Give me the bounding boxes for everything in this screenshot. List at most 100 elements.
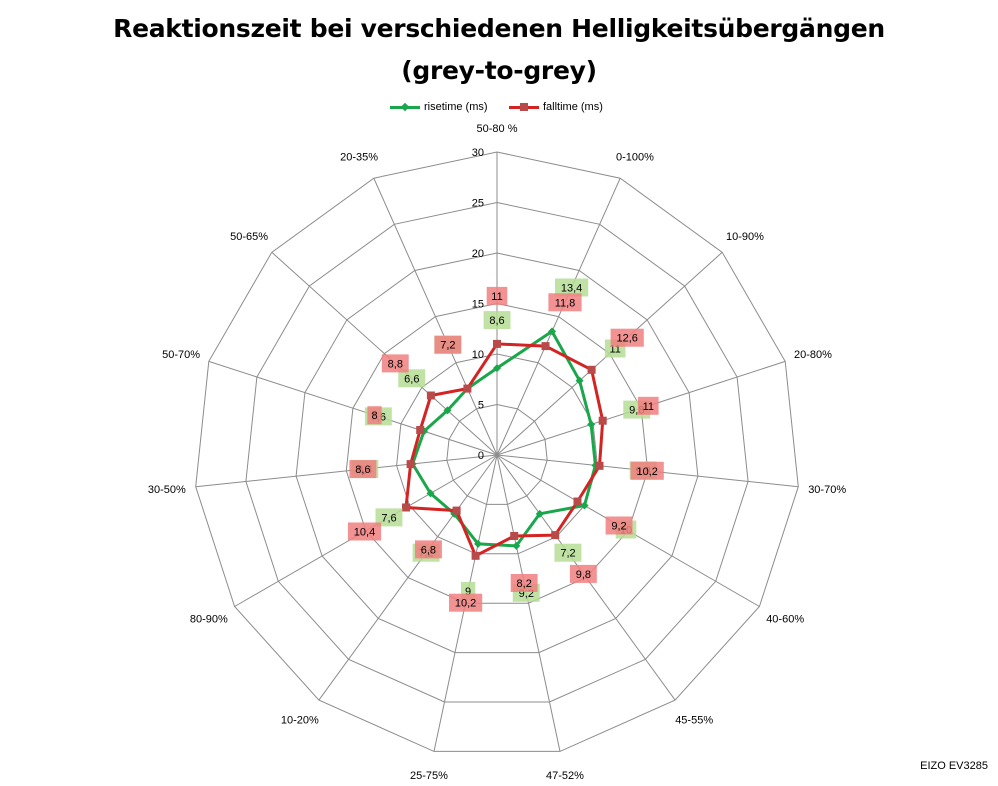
data-label-falltime-bg <box>510 574 538 592</box>
category-label: 10-90% <box>726 231 764 243</box>
point-risetime <box>426 489 435 498</box>
point-risetime <box>512 541 521 550</box>
point-falltime <box>595 461 604 470</box>
category-label: 50-70% <box>162 349 200 361</box>
data-label-risetime-bg <box>398 369 426 388</box>
data-label-falltime: 9,8 <box>576 569 591 581</box>
radar-data-labels: 8,613,4119,89,8107,29,297,27,68,47,66,67… <box>347 278 664 612</box>
credit-text: EIZO EV3285 <box>920 760 988 772</box>
data-label-risetime-bg <box>554 543 582 562</box>
data-label-falltime: 9,2 <box>611 521 626 533</box>
data-label-falltime: 12,6 <box>616 333 637 345</box>
tick-label: 0 <box>478 450 484 462</box>
grid-ring <box>245 201 749 703</box>
category-label: 50-80 % <box>477 123 518 135</box>
data-label-falltime-bg <box>349 460 377 479</box>
radar-series <box>402 327 607 560</box>
chart-title-line1: Reaktionszeit bei verschiedenen Helligke… <box>113 14 885 43</box>
data-label-falltime-bg <box>449 593 483 612</box>
data-label-falltime: 11 <box>643 401 654 413</box>
data-label-falltime: 10,2 <box>636 466 657 478</box>
data-label-falltime-bg <box>638 396 659 415</box>
point-falltime <box>406 460 415 469</box>
data-label-falltime: 10,4 <box>354 527 375 539</box>
legend-label-risetime: risetime (ms) <box>424 101 488 113</box>
grid-ring <box>446 403 548 505</box>
series-line-1 <box>404 342 605 558</box>
data-label-risetime: 13,4 <box>561 283 582 295</box>
data-label-falltime-bg <box>367 406 382 425</box>
category-label: 80-90% <box>190 614 228 626</box>
data-label-falltime: 8 <box>371 410 377 422</box>
grid-ring <box>345 302 649 604</box>
data-label-falltime: 7,2 <box>440 340 455 352</box>
data-label-falltime: 11,8 <box>555 297 576 309</box>
category-label: 30-50% <box>148 484 186 496</box>
data-label-risetime: 8,6 <box>489 315 504 327</box>
point-falltime <box>471 551 480 560</box>
data-label-falltime-bg <box>347 522 382 541</box>
data-label-risetime: 7,2 <box>560 548 575 560</box>
point-risetime <box>493 364 501 373</box>
category-label: 20-80% <box>794 349 832 361</box>
category-label: 30-70% <box>808 484 846 496</box>
point-risetime <box>580 501 589 510</box>
grid-spoke <box>195 454 498 488</box>
data-label-falltime-bg <box>486 286 508 305</box>
data-label-falltime: 10,2 <box>455 598 476 610</box>
grid-spoke <box>373 177 498 456</box>
point-risetime <box>575 376 584 385</box>
data-label-falltime-bg <box>569 564 597 583</box>
grid-ring <box>295 252 699 654</box>
point-falltime <box>587 365 596 374</box>
data-label-risetime: 7,6 <box>381 512 396 524</box>
data-label-falltime: 8,6 <box>355 464 370 476</box>
point-risetime <box>548 327 557 336</box>
point-falltime <box>493 339 501 348</box>
data-label-risetime: 11 <box>609 344 620 356</box>
point-falltime <box>541 342 550 351</box>
point-falltime <box>598 416 607 425</box>
grid-spoke <box>271 251 498 456</box>
radar-tick-labels: 0 5 10 15 20 25 30 <box>472 147 484 462</box>
category-label: 10-20% <box>281 715 319 727</box>
point-falltime <box>402 503 410 512</box>
tick-label: 10 <box>472 349 484 361</box>
grid-ring <box>195 151 799 752</box>
legend-line-falltime <box>509 102 539 111</box>
category-label: 20-35% <box>340 151 378 163</box>
radar-grid <box>195 151 799 752</box>
data-label-falltime-bg <box>434 335 462 354</box>
data-label-falltime-bg <box>548 293 582 312</box>
chart-title: Reaktionszeit bei verschiedenen Helligke… <box>0 8 998 92</box>
data-label-risetime-bg <box>483 311 511 330</box>
tick-label: 15 <box>472 299 484 311</box>
grid-spoke <box>496 177 621 456</box>
grid-spoke <box>496 454 561 752</box>
square-marker-icon <box>520 102 528 111</box>
legend-line-risetime <box>390 102 420 112</box>
point-falltime <box>426 391 435 400</box>
point-risetime <box>587 420 596 429</box>
data-label-falltime-bg <box>610 328 644 347</box>
data-label-risetime: 9 <box>465 586 471 598</box>
point-falltime <box>510 532 519 540</box>
point-falltime <box>463 384 472 393</box>
data-label-risetime-bg <box>375 508 403 527</box>
data-label-falltime-bg <box>605 516 633 535</box>
data-label-falltime-bg <box>415 540 442 559</box>
legend-item-falltime: falltime (ms) <box>509 101 603 113</box>
point-falltime <box>573 497 582 506</box>
point-risetime <box>535 509 544 518</box>
category-label: 47-52% <box>546 770 584 782</box>
chart-title-line2: (grey-to-grey) <box>401 56 597 85</box>
data-label-falltime: 8,2 <box>517 578 532 590</box>
point-falltime <box>551 531 560 540</box>
legend-label-falltime: falltime (ms) <box>543 101 603 113</box>
grid-ring <box>396 353 598 555</box>
data-label-risetime-bg <box>555 278 589 297</box>
data-label-falltime: 8,8 <box>388 358 403 370</box>
point-falltime <box>416 426 425 434</box>
data-label-risetime: 6,6 <box>404 373 419 385</box>
